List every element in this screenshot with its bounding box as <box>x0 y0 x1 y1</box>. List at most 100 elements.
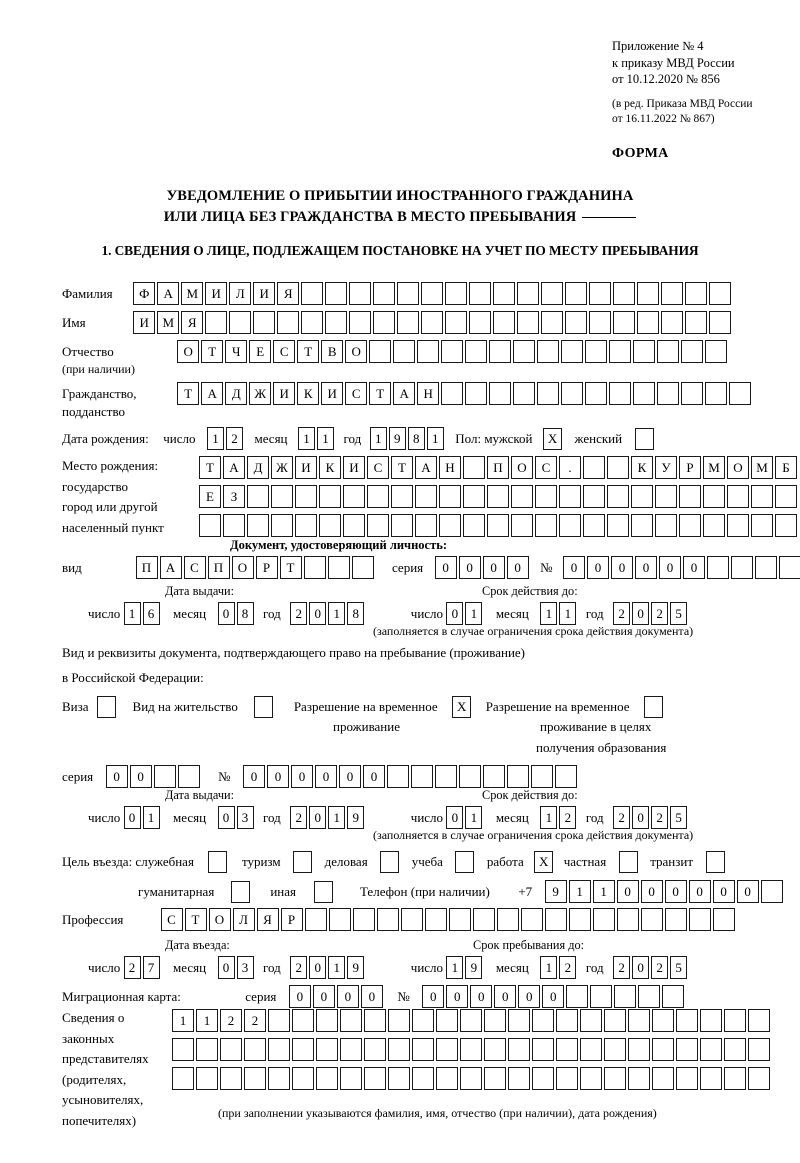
char-box[interactable] <box>729 382 752 405</box>
char-box[interactable] <box>387 765 410 788</box>
char-box[interactable] <box>748 1009 770 1032</box>
char-box[interactable]: С <box>160 908 183 931</box>
char-box[interactable] <box>703 514 725 537</box>
char-box[interactable] <box>664 908 687 931</box>
char-box[interactable] <box>493 311 516 334</box>
char-box[interactable] <box>364 1038 386 1061</box>
char-box[interactable] <box>172 1067 194 1090</box>
char-box[interactable]: 2 <box>651 806 669 829</box>
char-box[interactable]: Я <box>277 282 300 305</box>
char-box[interactable]: О <box>208 908 231 931</box>
purpose-humanitarian-checkbox[interactable] <box>230 880 250 903</box>
char-box[interactable] <box>513 340 536 363</box>
char-box[interactable] <box>607 514 629 537</box>
char-box[interactable]: 7 <box>142 956 160 979</box>
char-box[interactable]: 1 <box>540 956 558 979</box>
char-box[interactable]: 2 <box>559 806 577 829</box>
char-box[interactable] <box>460 1067 482 1090</box>
char-box[interactable]: 1 <box>465 806 483 829</box>
char-box[interactable] <box>349 311 372 334</box>
char-box[interactable] <box>487 514 509 537</box>
char-box[interactable]: 0 <box>446 602 464 625</box>
purpose-official-checkbox[interactable] <box>208 851 228 873</box>
char-box[interactable] <box>445 311 468 334</box>
char-box[interactable]: 0 <box>434 556 457 579</box>
char-box[interactable] <box>755 556 778 579</box>
char-box[interactable] <box>489 382 512 405</box>
char-box[interactable]: 0 <box>640 880 663 903</box>
char-box[interactable]: О <box>511 456 533 479</box>
char-box[interactable] <box>483 765 506 788</box>
char-box[interactable] <box>568 908 591 931</box>
char-box[interactable] <box>607 485 629 508</box>
char-box[interactable] <box>343 514 365 537</box>
char-box[interactable] <box>604 1067 626 1090</box>
char-box[interactable] <box>676 1009 698 1032</box>
char-box[interactable]: С <box>183 556 206 579</box>
char-box[interactable]: З <box>223 485 245 508</box>
char-box[interactable] <box>268 1038 290 1061</box>
char-box[interactable] <box>592 908 615 931</box>
char-box[interactable] <box>271 514 293 537</box>
char-box[interactable] <box>520 908 543 931</box>
char-box[interactable]: 5 <box>670 806 688 829</box>
char-box[interactable]: 0 <box>288 985 311 1008</box>
visa-checkbox[interactable] <box>97 696 117 718</box>
char-box[interactable]: 0 <box>312 985 335 1008</box>
char-box[interactable] <box>628 1067 650 1090</box>
char-box[interactable]: 0 <box>635 556 658 579</box>
char-box[interactable] <box>400 908 423 931</box>
char-box[interactable] <box>700 1067 722 1090</box>
char-box[interactable] <box>393 340 416 363</box>
char-box[interactable]: 0 <box>309 956 327 979</box>
char-box[interactable]: 0 <box>309 602 327 625</box>
char-box[interactable]: 9 <box>388 427 406 450</box>
temp-residence-checkbox[interactable]: X <box>452 696 472 718</box>
char-box[interactable] <box>614 985 637 1008</box>
char-box[interactable] <box>465 382 488 405</box>
char-box[interactable] <box>424 908 447 931</box>
char-box[interactable] <box>496 908 519 931</box>
char-box[interactable] <box>328 908 351 931</box>
char-box[interactable]: 0 <box>482 556 505 579</box>
char-box[interactable] <box>532 1038 554 1061</box>
temp-residence-edu-checkbox[interactable] <box>644 696 664 718</box>
char-box[interactable]: Н <box>417 382 440 405</box>
char-box[interactable]: С <box>535 456 557 479</box>
char-box[interactable]: 0 <box>632 806 650 829</box>
char-box[interactable]: 0 <box>611 556 634 579</box>
char-box[interactable]: 3 <box>236 806 254 829</box>
char-box[interactable]: И <box>205 282 228 305</box>
char-box[interactable] <box>388 1067 410 1090</box>
char-box[interactable]: 0 <box>336 985 359 1008</box>
char-box[interactable] <box>637 311 660 334</box>
char-box[interactable] <box>463 514 485 537</box>
char-box[interactable] <box>295 514 317 537</box>
char-box[interactable]: 0 <box>683 556 706 579</box>
char-box[interactable] <box>544 908 567 931</box>
char-box[interactable] <box>566 985 589 1008</box>
char-box[interactable]: 0 <box>632 956 650 979</box>
char-box[interactable]: 1 <box>142 806 160 829</box>
char-box[interactable] <box>731 556 754 579</box>
char-box[interactable]: Е <box>199 485 221 508</box>
char-box[interactable]: Д <box>247 456 269 479</box>
char-box[interactable] <box>590 985 613 1008</box>
char-box[interactable]: 0 <box>123 806 141 829</box>
char-box[interactable]: 9 <box>347 956 365 979</box>
char-box[interactable] <box>376 908 399 931</box>
char-box[interactable] <box>441 382 464 405</box>
char-box[interactable]: И <box>133 311 156 334</box>
